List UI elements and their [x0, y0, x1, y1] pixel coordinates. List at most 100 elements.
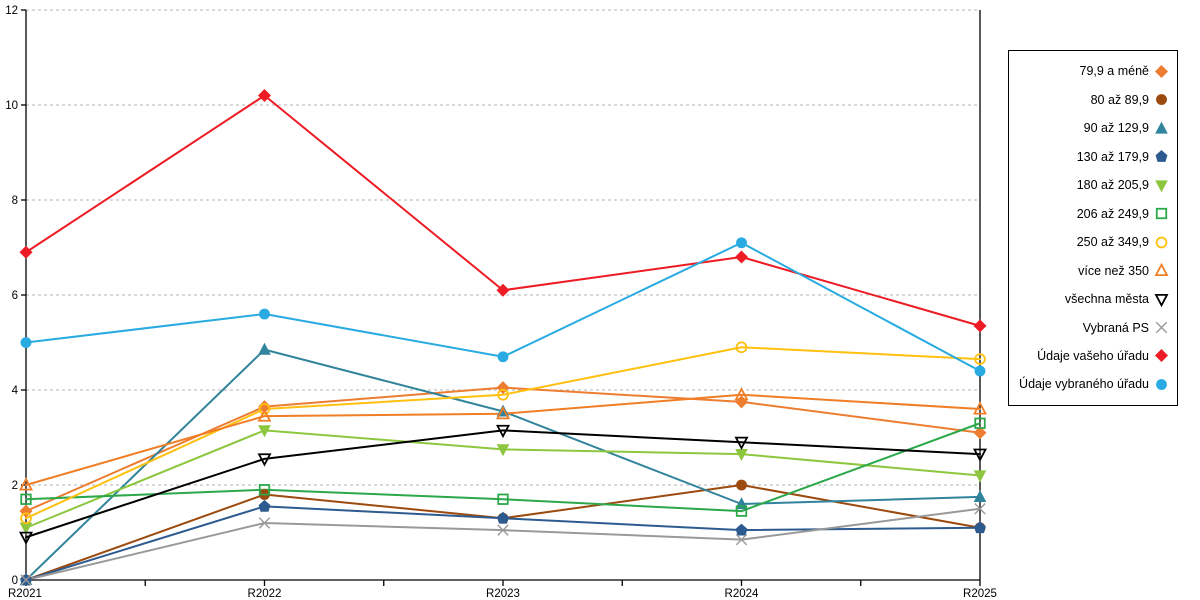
legend-item-11: Údaje vybraného úřadu — [1013, 372, 1169, 396]
circle-marker-icon — [736, 237, 747, 249]
pentagon-marker-icon — [1155, 150, 1168, 163]
legend-item-5: 206 až 249,9 — [1013, 202, 1169, 226]
circle-marker-icon — [1155, 236, 1168, 249]
circle-marker-icon — [258, 403, 271, 415]
legend-item-2: 90 až 129,9 — [1013, 116, 1169, 140]
x-marker-icon — [20, 574, 32, 586]
triangle-down-marker-icon — [1154, 293, 1169, 307]
circle-marker-icon — [974, 365, 986, 377]
circle-marker-icon — [259, 308, 270, 320]
x-tick-label: R2025 — [963, 588, 997, 600]
triangle-up-marker-icon — [1154, 263, 1169, 277]
y-tick-label: 10 — [5, 100, 18, 112]
x-tick-label: R2024 — [725, 588, 759, 600]
square-marker-icon — [20, 493, 32, 505]
square-marker-icon — [1155, 208, 1168, 220]
diamond-marker-icon — [19, 245, 33, 259]
triangle-up-marker-icon — [734, 387, 749, 401]
legend-label: více než 350 — [1078, 263, 1149, 278]
triangle-down-marker-icon — [495, 424, 511, 439]
legend-label: 206 až 249,9 — [1076, 206, 1149, 221]
circle-marker-icon — [735, 341, 748, 354]
y-tick-label: 8 — [12, 195, 18, 207]
diamond-marker-icon — [496, 283, 510, 297]
x-marker-icon — [497, 524, 509, 536]
circle-marker-icon — [1155, 236, 1168, 249]
legend-item-10: Údaje vašeho úřadu — [1013, 344, 1169, 368]
legend-item-9: Vybraná PS — [1013, 316, 1169, 340]
legend-item-1: 80 až 89,9 — [1013, 88, 1169, 112]
legend-label: 80 až 89,9 — [1090, 92, 1149, 107]
pentagon-marker-icon — [497, 511, 509, 524]
y-tick-label: 0 — [12, 575, 18, 587]
square-marker-icon — [1155, 208, 1168, 220]
triangle-down-marker-icon — [18, 531, 34, 545]
square-marker-icon — [974, 417, 986, 429]
diamond-marker-icon — [1154, 349, 1169, 363]
legend-item-7: více než 350 — [1013, 259, 1169, 283]
triangle-down-marker-icon — [1154, 293, 1169, 307]
diamond-marker-icon — [1154, 64, 1169, 78]
legend-label: 130 až 179,9 — [1076, 149, 1149, 164]
series-line-8 — [25, 429, 981, 539]
y-tick-label: 6 — [12, 290, 18, 302]
triangle-down-marker-icon — [1155, 180, 1168, 193]
circle-marker-icon — [1156, 379, 1167, 390]
triangle-up-marker-icon — [258, 342, 271, 355]
triangle-up-marker-icon — [257, 408, 272, 422]
triangle-down-marker-icon — [734, 436, 749, 450]
triangle-down-marker-icon — [496, 444, 510, 457]
circle-marker-icon — [1156, 94, 1167, 106]
legend-label: všechna města — [1064, 292, 1149, 307]
circle-marker-icon — [736, 479, 747, 491]
x-tick-label: R2022 — [248, 588, 282, 600]
legend-label: Údaje vašeho úřadu — [1037, 348, 1149, 363]
circle-marker-icon — [1156, 94, 1167, 106]
legend-label: Vybraná PS — [1082, 320, 1149, 335]
pentagon-marker-icon — [1155, 150, 1168, 163]
y-tick-label: 12 — [5, 5, 18, 17]
legend-label: Údaje vybraného úřadu — [1019, 377, 1149, 392]
legend-item-0: 79,9 a méně — [1013, 59, 1169, 83]
legend-item-3: 130 až 179,9 — [1013, 145, 1169, 169]
circle-marker-icon — [20, 337, 32, 348]
triangle-up-marker-icon — [1155, 121, 1168, 134]
diamond-marker-icon — [973, 426, 987, 440]
diamond-marker-icon — [1154, 349, 1169, 363]
triangle-down-marker-icon — [973, 470, 987, 483]
x-tick-label: R2023 — [486, 588, 520, 600]
circle-marker-icon — [1156, 379, 1167, 390]
diamond-marker-icon — [973, 319, 987, 333]
circle-marker-icon — [497, 388, 509, 401]
triangle-up-marker-icon — [1155, 121, 1168, 134]
pentagon-marker-icon — [735, 523, 748, 536]
circle-marker-icon — [20, 512, 32, 525]
legend-item-6: 250 až 349,9 — [1013, 230, 1169, 254]
legend-label: 79,9 a méně — [1079, 64, 1150, 79]
x-marker-icon — [258, 517, 271, 529]
diamond-marker-icon — [734, 250, 749, 264]
square-marker-icon — [735, 505, 748, 517]
x-marker-icon — [735, 533, 748, 546]
circle-marker-icon — [497, 351, 509, 363]
triangle-up-marker-icon — [972, 401, 988, 415]
x-marker-icon — [1155, 321, 1168, 334]
x-marker-icon — [974, 503, 986, 515]
circle-marker-icon — [974, 353, 986, 365]
diamond-marker-icon — [19, 504, 33, 518]
triangle-down-marker-icon — [1155, 180, 1168, 193]
triangle-up-marker-icon — [495, 406, 511, 420]
y-tick-label: 2 — [12, 480, 18, 492]
diamond-marker-icon — [1154, 64, 1169, 78]
triangle-up-marker-icon — [1154, 263, 1169, 277]
legend: 79,9 a méně 80 až 89,9 90 až 129,9 130 až 1… — [1008, 50, 1178, 406]
triangle-up-marker-icon — [18, 477, 34, 491]
y-tick-label: 4 — [12, 385, 19, 397]
series-line-5 — [25, 422, 981, 513]
legend-label: 180 až 205,9 — [1076, 178, 1149, 193]
square-marker-icon — [258, 484, 271, 496]
legend-label: 90 až 129,9 — [1083, 121, 1149, 136]
legend-item-4: 180 až 205,9 — [1013, 173, 1169, 197]
